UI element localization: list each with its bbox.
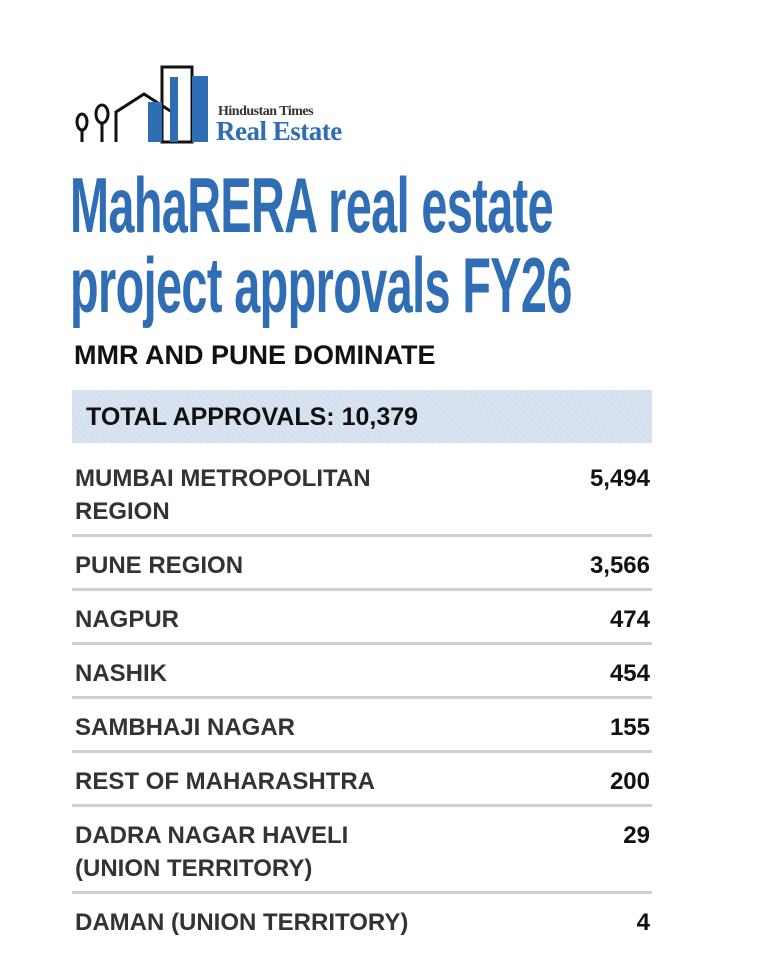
table-row: NAGPUR 474 (72, 599, 652, 645)
brand: Hindustan Times (218, 104, 314, 119)
title: project approvals FY26 (70, 241, 572, 329)
table-row: DADRA NAGAR HAVELI (UNION TERRITORY) 29 (72, 815, 652, 894)
region: DAMAN (UNION TERRITORY) (75, 909, 409, 936)
approvals: 155 (609, 714, 650, 741)
table-row: DAMAN (UNION TERRITORY) 4 (72, 902, 652, 945)
approvals: 5,494 (589, 465, 650, 492)
table-row: MUMBAI METROPOLITAN REGION 5,494 (72, 458, 652, 537)
table-row: NASHIK 454 (72, 653, 652, 699)
table-row: REST OF MAHARASHTRA 200 (72, 761, 652, 807)
total-bar: TOTAL APPROVALS: 10,379 (72, 390, 652, 443)
region: PUNE REGION (75, 552, 244, 579)
title: MahaRERA real estate (70, 161, 554, 249)
table-row: SAMBHAJI NAGAR 155 (72, 707, 652, 753)
table-row: PUNE REGION 3,566 (72, 545, 652, 591)
section-name: Real Estate (216, 116, 342, 146)
total: TOTAL APPROVALS: 10,379 (86, 403, 419, 431)
region: NAGPUR (75, 606, 180, 633)
approvals: 454 (609, 660, 650, 687)
approvals: 3,566 (589, 552, 650, 579)
region: SAMBHAJI NAGAR (75, 714, 296, 741)
approvals: 474 (609, 606, 650, 633)
approvals: 29 (623, 822, 650, 849)
region: MUMBAI METROPOLITAN REGION (75, 465, 371, 525)
region: DADRA NAGAR HAVELI (UNION TERRITORY) (75, 822, 349, 882)
region: REST OF MAHARASHTRA (75, 768, 375, 795)
subtitle: MMR AND PUNE DOMINATE (74, 340, 436, 370)
logo-icon (75, 65, 208, 144)
approvals: 200 (609, 768, 650, 795)
approvals: 4 (636, 909, 650, 936)
table: MUMBAI METROPOLITAN REGION 5,494 PUNE REGI… (72, 458, 652, 953)
region: NASHIK (75, 660, 168, 687)
